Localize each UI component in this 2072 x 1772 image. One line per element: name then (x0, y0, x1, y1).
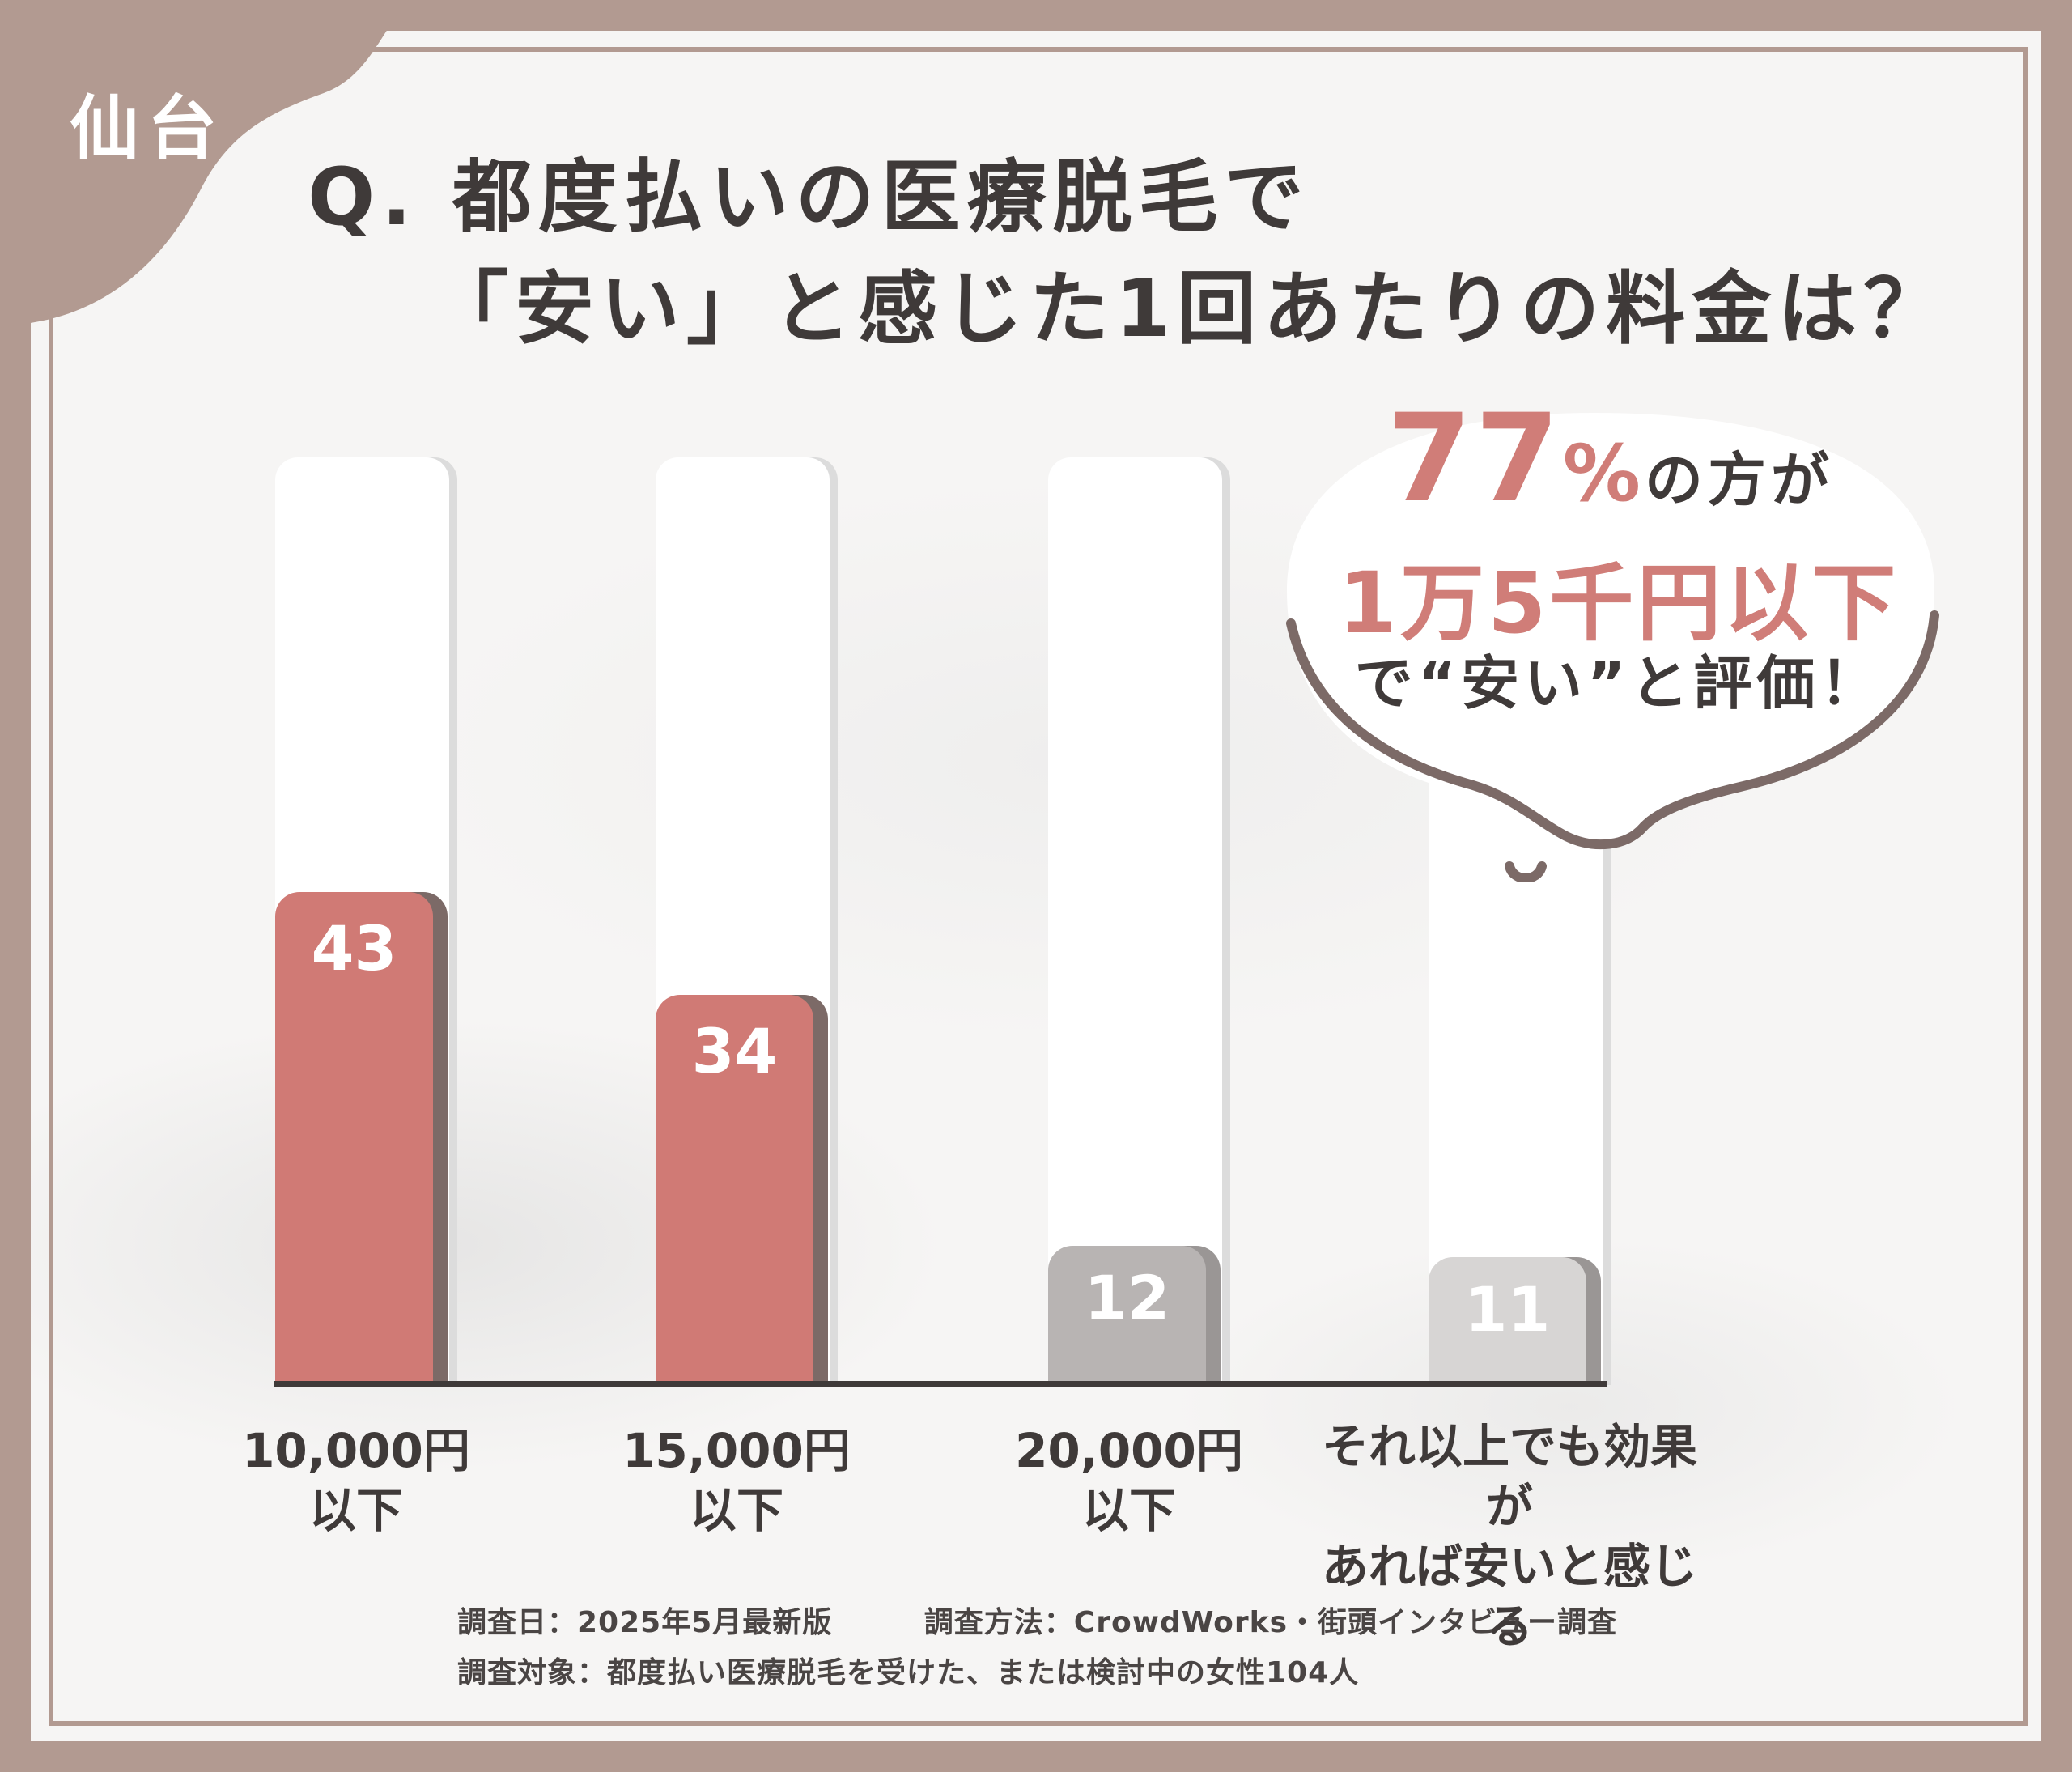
category-label-line: 20,000円 (1015, 1423, 1243, 1478)
question-line-2: 「安い」と感じた1回あたりの料金は？ (429, 263, 1950, 355)
bar-value-label: 11 (1464, 1273, 1551, 1345)
footer-line-1: 調査日：2025年5月最新版 調査方法：CrowdWorks・街頭インタビュー調… (457, 1599, 1752, 1641)
bar-value-label: 34 (691, 1015, 778, 1087)
footer-date: 調査日：2025年5月最新版 (457, 1606, 833, 1639)
footer-line-2: 調査対象：都度払い医療脱毛を受けた、または検討中の女性104人 (457, 1649, 1752, 1691)
speech-bubble (1286, 413, 1939, 882)
callout-percent-suffix: % (1562, 428, 1641, 519)
bar (1048, 1246, 1206, 1383)
bar-track (1048, 457, 1222, 1385)
bar (275, 892, 433, 1383)
category-label: それ以上でも効果が あれば安いと感じる (1299, 1417, 1720, 1656)
category-label-line: 以下 (689, 1483, 783, 1538)
category-label-line: 10,000円 (242, 1423, 470, 1478)
category-label: 20,000円 以下 (975, 1421, 1283, 1540)
content-panel (31, 31, 2041, 1741)
callout-verdict: で“安い”と評価！ (1354, 649, 1883, 717)
bar (656, 995, 813, 1383)
category-label-line: それ以上でも効果が (1321, 1419, 1697, 1534)
category-label: 10,000円 以下 (202, 1421, 510, 1540)
callout-headline: 77% の方が (1263, 389, 1959, 529)
x-axis-baseline (274, 1381, 1607, 1387)
category-label-line: 15,000円 (622, 1423, 851, 1478)
city-badge: 仙台 (70, 88, 225, 169)
question-title: Q. 都度払いの医療脱毛で 「安い」と感じた1回あたりの料金は？ (308, 142, 1949, 365)
callout-highlight: 1万5千円以下 (1338, 554, 1900, 652)
category-label-line: 以下 (308, 1483, 403, 1538)
question-line-1: Q. 都度払いの医療脱毛で (308, 151, 1310, 244)
bar-value-label: 12 (1084, 1262, 1170, 1334)
category-label-line: あれば安いと感じる (1321, 1539, 1697, 1654)
inner-frame (49, 47, 2028, 1726)
bar-value-label: 43 (311, 912, 397, 984)
city-corner-tab (0, 0, 409, 328)
category-label-line: 以下 (1081, 1483, 1176, 1538)
callout-percent: 77 (1386, 389, 1563, 529)
footer-method: 調査方法：CrowdWorks・街頭インタビュー調査 (923, 1606, 1618, 1639)
bar (1429, 1257, 1586, 1383)
category-label: 15,000円 以下 (583, 1421, 890, 1540)
footer-target: 調査対象：都度払い医療脱毛を受けた、または検討中の女性104人 (457, 1656, 1360, 1689)
callout-after-percent: の方が (1645, 446, 1835, 514)
